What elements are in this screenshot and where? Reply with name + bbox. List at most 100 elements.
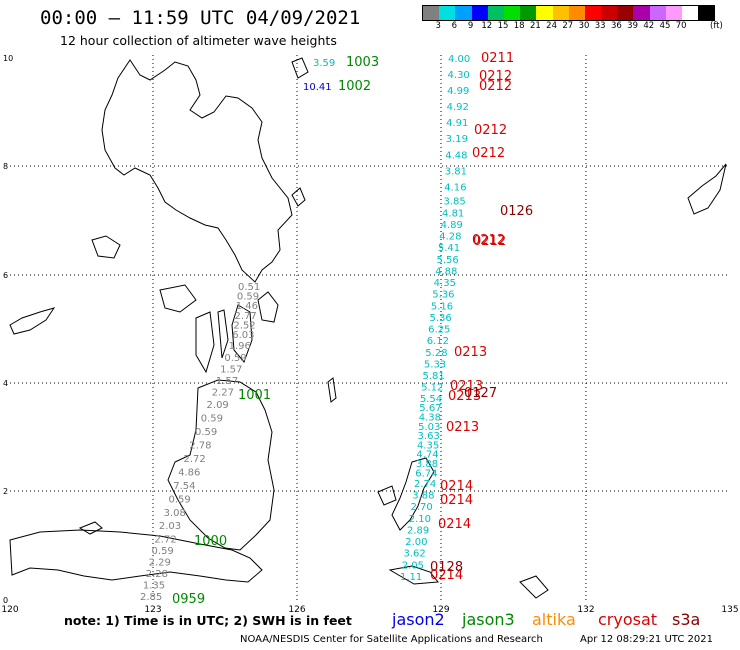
cyan-track-value: 3.19: [446, 134, 468, 145]
gray-track-value: 0.59: [224, 353, 246, 364]
gray-track-value: 1.57: [216, 376, 238, 387]
timestamp: Apr 12 08:29:21 UTC 2021: [580, 634, 713, 645]
color-swatch: [617, 6, 634, 20]
y-tick-label: 6: [3, 271, 8, 280]
coastline-cebu: [217, 309, 229, 359]
color-swatch: [423, 6, 440, 20]
pass-time-label: 1001: [238, 388, 271, 403]
x-tick-label: 129: [432, 605, 449, 615]
gray-track-value: 0.59: [168, 494, 190, 505]
coastline-seram: [388, 565, 439, 585]
coastline-palau: [327, 377, 337, 403]
pass-time-label: 0213: [448, 389, 481, 404]
coastline-panay: [159, 284, 197, 313]
pass-time-label: 0126: [500, 204, 533, 219]
color-scale-label: 33: [594, 21, 606, 31]
x-tick-label: 135: [721, 605, 738, 615]
cyan-track-value: 6.12: [427, 336, 449, 347]
coastline-negros: [195, 311, 215, 374]
cyan-track-value: 4.00: [448, 54, 470, 65]
cyan-track-value: 5.33: [424, 359, 446, 370]
color-swatch: [439, 6, 456, 20]
coastline-sulu: [78, 521, 103, 535]
legend-jason3: jason3: [462, 610, 515, 629]
gray-track-value: 2.85: [140, 592, 162, 603]
cyan-track-value: 5.12: [421, 383, 443, 394]
y-tick-label: 2: [3, 487, 8, 496]
pass-time-label: 0214: [430, 568, 463, 583]
y-tick-label: 0: [3, 596, 8, 605]
cyan-track-value: 2.70: [410, 502, 432, 513]
color-swatch: [536, 6, 553, 20]
cyan-track-value: 2.89: [407, 525, 429, 536]
cyan-track-value: 4.91: [446, 118, 468, 129]
pass-time-labels: 1003100202110212021202120212021201260212…: [172, 51, 533, 607]
gray-track-value: 2.72: [183, 454, 205, 465]
legend-s3a: s3a: [672, 610, 701, 629]
cyan-track-value: 1.11: [400, 572, 422, 583]
coastline-leyte: [231, 304, 253, 363]
color-scale-label: 6: [451, 21, 458, 31]
gray-track-value: 7.54: [173, 481, 195, 492]
cyan-track-value: 5.03: [418, 422, 440, 433]
point-value: 10.41: [303, 82, 332, 93]
color-swatch: [455, 6, 472, 20]
cyan-track-value: 3.85: [443, 197, 465, 208]
gray-track-value: 2.09: [207, 400, 229, 411]
color-swatch: [503, 6, 521, 20]
pass-time-label: 0214: [440, 479, 473, 494]
cyan-track-value: 4.88: [435, 266, 457, 277]
pass-time-label: 0213: [446, 420, 479, 435]
pass-time-label: 0212: [474, 123, 507, 138]
cyan-track-value: 4.16: [444, 182, 466, 193]
coastline-samar: [257, 291, 279, 323]
gray-track-value: 2.27: [212, 387, 234, 398]
coastline-sulawesi: [9, 529, 263, 583]
color-scale-labels: 3 6 9 12 15 18 21 24 27 30 33 36 39 42 45 70: [422, 21, 740, 33]
cyan-track-value: 6.74: [415, 468, 437, 479]
pass-time-label: 0213: [454, 345, 487, 360]
cyan-track-value: 5.56: [436, 255, 458, 266]
coastline-batanes: [291, 57, 309, 79]
gray-track-value: 2.29: [149, 557, 171, 568]
x-tick-label: 120: [1, 605, 18, 615]
gray-track-value: 0.59: [195, 427, 217, 438]
coastlines: [9, 57, 727, 599]
chart-title: 00:00 – 11:59 UTC 04/09/2021: [40, 7, 361, 29]
gray-track-value: 2.78: [189, 440, 211, 451]
color-scale-label: 21: [529, 21, 541, 31]
color-swatch: [665, 6, 682, 20]
color-scale-label: 45: [659, 21, 671, 31]
gray-track-value: 0.59: [201, 414, 223, 425]
pass-time-label: 0212: [472, 233, 505, 248]
cyan-track-value: 3.62: [403, 549, 425, 560]
cyan-track-value: 3.63: [418, 431, 440, 442]
gray-track-value: 1.35: [143, 580, 165, 591]
color-scale-label: 3: [435, 21, 441, 31]
cyan-track-value: 5.16: [431, 301, 453, 312]
cyan-track-value: 2.05: [402, 560, 424, 571]
color-scale-label: 39: [627, 21, 639, 31]
color-swatch: [584, 6, 602, 20]
color-scale-label: 9: [467, 21, 474, 31]
color-swatch: [633, 6, 650, 20]
pass-time-label: 0213: [450, 379, 483, 394]
cyan-track-value: 4.30: [448, 70, 470, 81]
chart-subtitle: 12 hour collection of altimeter wave hei…: [60, 33, 337, 48]
gray-track-value: 0.51: [238, 282, 260, 293]
pass-time-label: 0127: [464, 386, 497, 401]
coastline-new-guinea: [519, 575, 549, 599]
cyan-track-value: 6.25: [428, 325, 450, 336]
color-swatch: [601, 6, 618, 20]
color-scale-label: 36: [610, 21, 622, 31]
legend-cryosat: cryosat: [598, 610, 658, 629]
coastline-palawan: [9, 307, 56, 335]
cyan-track-value: 4.89: [441, 220, 463, 231]
color-swatch: [568, 6, 585, 20]
legend-altika: altika: [532, 610, 576, 629]
cyan-track-value: 5.36: [432, 290, 454, 301]
x-tick-label: 123: [144, 605, 161, 615]
gray-track-value: 2.28: [146, 569, 168, 580]
color-scale-label: 18: [513, 21, 525, 31]
